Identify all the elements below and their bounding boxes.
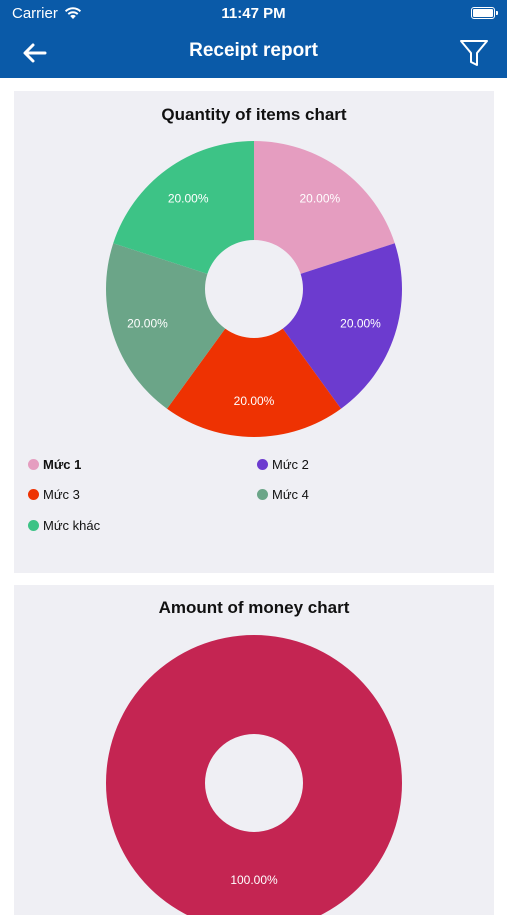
slice-value-label: 100.00% [230,873,278,887]
legend-color-dot [257,459,268,470]
slice-value-label: 20.00% [299,191,340,205]
slice-value-label: 20.00% [234,394,275,408]
legend-label: Mức khác [43,518,101,533]
navigation-bar: Receipt report [0,28,507,78]
pie-slice[interactable] [282,243,402,409]
carrier-status: Carrier [12,5,82,22]
money-donut-chart: 100.00% [106,635,402,915]
slice-value-label: 20.00% [127,317,168,331]
legend-item[interactable]: Mức 3 [28,487,80,502]
legend-color-dot [28,520,39,531]
back-button[interactable] [18,38,52,68]
quantity-donut-chart: 20.00% 20.00% 20.00% 20.00% 20.00% [105,141,402,438]
slice-value-label: 20.00% [340,317,381,331]
pie-slice[interactable] [254,141,395,274]
legend-color-dot [28,489,39,500]
status-bar: Carrier 11:47 PM [0,0,507,28]
pie-slice[interactable] [105,243,226,409]
filter-button[interactable] [457,36,491,70]
slice-value-label: 20.00% [168,191,209,205]
pie-slice[interactable] [113,141,254,274]
page-title: Receipt report [189,40,318,61]
quantity-chart-card: Quantity of items chart 20.00% 20.00% 20.0… [14,91,494,573]
legend-label: Mức 1 [43,457,82,472]
pie-slice[interactable] [106,635,402,915]
legend-color-dot [257,489,268,500]
legend-label: Mức 3 [43,487,80,502]
chart-title: Quantity of items chart [161,105,347,124]
legend-label: Mức 2 [272,457,309,472]
legend-item[interactable]: Mức khác [28,518,100,533]
legend-color-dot [28,459,39,470]
legend-label: Mức 4 [272,487,309,502]
arrow-left-icon [23,43,47,63]
filter-icon [460,40,488,66]
chart-title: Amount of money chart [158,598,350,617]
wifi-icon [64,7,81,19]
legend-item[interactable]: Mức 1 [28,457,81,472]
legend-item[interactable]: Mức 4 [257,487,309,502]
pie-slice[interactable] [167,328,341,438]
carrier-label: Carrier [12,5,58,22]
money-chart-card: Amount of money chart 100.00% [14,585,494,915]
status-time: 11:47 PM [221,5,286,22]
legend-item[interactable]: Mức 2 [257,457,309,472]
battery-icon [471,7,498,19]
